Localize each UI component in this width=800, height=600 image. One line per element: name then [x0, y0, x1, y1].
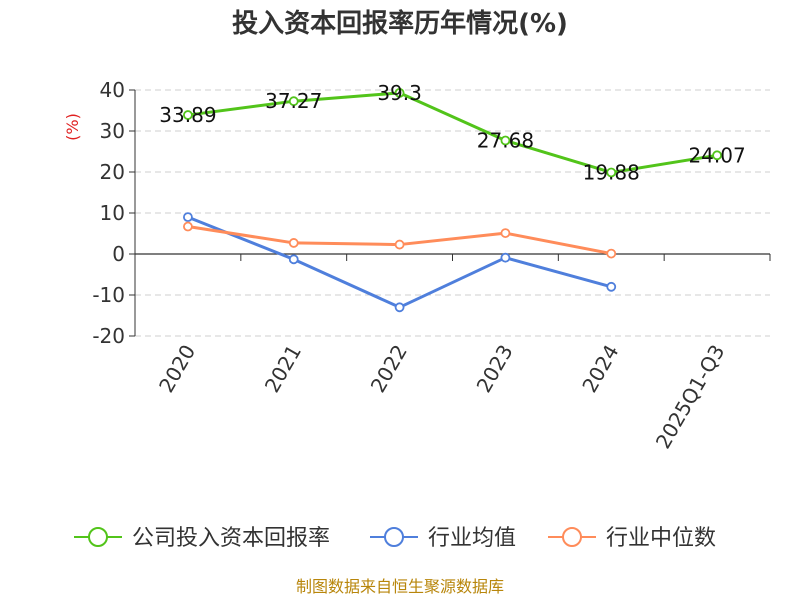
y-tick-label: 20 [100, 160, 125, 184]
legend-label: 行业中位数 [606, 526, 716, 551]
data-point [606, 248, 617, 259]
y-tick-labels: 40 30 20 10 0 -10 -20 [92, 78, 125, 348]
y-tick-label: -10 [92, 283, 125, 307]
x-tick-label: 2024 [577, 341, 623, 397]
data-point [394, 239, 405, 250]
x-tick-label: 2021 [260, 341, 306, 397]
data-point [183, 110, 193, 120]
x-tick-labels: 2020 2021 2022 2023 2024 2025Q1-Q3 [154, 341, 729, 453]
data-point [183, 212, 193, 223]
data-point [500, 228, 511, 238]
x-tick-label: 2023 [472, 341, 518, 397]
y-tick-label: 10 [100, 201, 125, 225]
legend-marker [384, 527, 404, 547]
data-point [288, 254, 299, 265]
legend-marker [562, 527, 582, 547]
legend-marker [88, 527, 108, 547]
axes [129, 89, 771, 337]
grid-lines [135, 89, 770, 337]
chart-title: 投入资本回报率历年情况(%) [232, 8, 568, 39]
data-label: 37.27 [265, 89, 322, 113]
y-tick-label: 0 [112, 242, 125, 266]
data-label: 33.89 [159, 103, 216, 127]
data-label: 39.3 [377, 81, 422, 105]
x-tick-label: 2022 [366, 341, 412, 397]
x-tick-label: 2025Q1-Q3 [651, 341, 730, 453]
data-point [394, 87, 405, 98]
data-point [606, 167, 617, 178]
y-tick-label: -20 [92, 324, 125, 348]
data-label: 19.88 [583, 160, 640, 184]
data-point [606, 281, 617, 292]
legend-label: 行业均值 [428, 526, 516, 551]
data-point [712, 150, 722, 161]
data-label: 27.68 [477, 129, 534, 153]
data-point [500, 252, 511, 263]
y-axis-label: (%) [63, 113, 82, 141]
series-lines [187, 91, 718, 309]
legend-label: 公司投入资本回报率 [132, 526, 330, 551]
legend: 公司投入资本回报率 行业均值 行业中位数 [74, 526, 716, 551]
series-points [183, 87, 722, 313]
data-point [183, 221, 193, 232]
data-point [288, 238, 299, 248]
data-labels: 33.89 37.27 39.3 27.68 19.88 24.07 [159, 81, 745, 185]
series-line [187, 91, 718, 174]
data-label: 24.07 [688, 143, 745, 167]
y-tick-label: 30 [100, 119, 125, 143]
data-point [394, 302, 405, 313]
y-tick-label: 40 [100, 78, 125, 102]
series-line [187, 215, 612, 309]
x-tick-label: 2020 [154, 341, 200, 397]
source-note: 制图数据来自恒生聚源数据库 [296, 577, 504, 596]
data-point [288, 96, 299, 107]
data-point [500, 135, 511, 146]
